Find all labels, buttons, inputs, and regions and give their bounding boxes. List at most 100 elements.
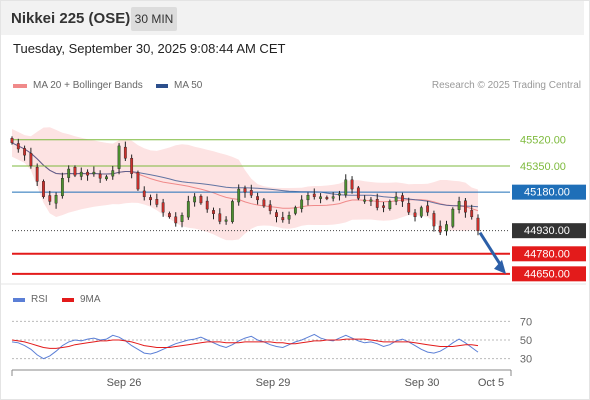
candle-body <box>180 215 184 222</box>
candle <box>218 208 222 225</box>
candle <box>186 195 190 220</box>
candle <box>149 194 152 206</box>
candle-body <box>142 190 146 197</box>
candle-body <box>369 199 373 202</box>
candle-body <box>438 225 442 233</box>
candle <box>224 216 228 225</box>
ma20-swatch <box>13 83 27 88</box>
candle-body <box>23 148 26 156</box>
candle <box>73 165 77 178</box>
candle-body <box>375 199 379 208</box>
candle-body <box>35 166 39 182</box>
candle-body <box>212 210 215 214</box>
candle-body <box>344 179 348 196</box>
candle <box>306 192 310 206</box>
candle <box>388 199 392 211</box>
support-label: 44780.00 <box>524 248 570 260</box>
candle-body <box>388 201 392 209</box>
candle-body <box>243 188 247 193</box>
resistance-label: 45350.00 <box>520 161 566 173</box>
candle <box>35 163 39 186</box>
candle <box>136 170 140 191</box>
candle <box>262 198 266 208</box>
candle <box>281 211 285 223</box>
rsi-tick-label: 50 <box>520 335 532 347</box>
candle-body <box>123 146 127 159</box>
candle <box>174 212 178 227</box>
candle-body <box>67 168 71 178</box>
ma20-label: MA 20 + Bollinger Bands <box>33 80 143 91</box>
candle <box>438 220 442 235</box>
candle-body <box>149 197 152 201</box>
candle <box>268 200 272 215</box>
last-price-label: 44930.00 <box>524 225 570 237</box>
candle-body <box>199 195 203 204</box>
candle-body <box>105 176 108 180</box>
candle <box>105 174 108 181</box>
candle-body <box>218 213 222 222</box>
candle <box>92 166 96 177</box>
candle-body <box>48 195 52 202</box>
candle <box>205 196 209 213</box>
candle-body <box>10 138 14 144</box>
candle-body <box>136 172 140 190</box>
candle-body <box>338 193 341 196</box>
candle-body <box>306 195 310 201</box>
rsi-line <box>11 333 479 360</box>
candle-body <box>86 171 89 176</box>
bollinger-band <box>12 127 478 241</box>
x-tick-label: Oct 5 <box>478 377 504 389</box>
candle <box>237 184 241 206</box>
rsi-9ma-line <box>11 338 479 349</box>
candle <box>155 193 159 208</box>
candle <box>123 141 127 162</box>
candle-body <box>363 199 367 202</box>
candle-body <box>98 173 102 179</box>
candle <box>457 196 461 214</box>
support-label-box <box>512 266 586 282</box>
candle <box>117 143 121 175</box>
candle <box>231 199 234 224</box>
candle-body <box>394 196 398 202</box>
candle <box>369 197 373 207</box>
candle <box>193 193 197 207</box>
ma50-label: MA 50 <box>174 80 203 91</box>
candle <box>67 165 71 183</box>
candle-body <box>451 208 455 227</box>
candle-body <box>281 217 285 221</box>
rsi-swatch <box>13 297 25 302</box>
candle <box>168 211 171 219</box>
candle <box>256 192 259 205</box>
candle-body <box>249 190 253 196</box>
candle <box>338 190 341 201</box>
last-price-box <box>512 223 586 239</box>
candle <box>470 204 474 220</box>
candle-body <box>161 202 165 213</box>
candle-body <box>193 196 197 203</box>
candle-body <box>130 158 134 174</box>
candle-body <box>426 205 430 213</box>
candle <box>432 210 436 232</box>
candle-body <box>111 170 115 177</box>
legend-ma20-bb: MA 20 + Bollinger Bands <box>13 80 143 91</box>
candle <box>180 212 184 228</box>
candle-body <box>16 143 20 150</box>
candle-body <box>293 207 297 214</box>
candle-body <box>42 181 45 197</box>
candle-body <box>256 196 259 201</box>
candle-body <box>262 199 266 207</box>
resistance-label: 45520.00 <box>520 135 566 147</box>
candle-body <box>407 203 411 213</box>
candle <box>325 195 329 201</box>
candle <box>16 138 20 153</box>
candle <box>79 167 83 181</box>
candle <box>86 169 89 181</box>
candle-body <box>457 201 461 210</box>
ma50-swatch <box>156 83 168 88</box>
candle <box>111 165 115 180</box>
candle-body <box>413 212 417 218</box>
timeframe-button[interactable]: 30 MIN <box>131 7 177 31</box>
instrument-title: Nikkei 225 (OSE) <box>11 10 131 27</box>
candle-body <box>319 196 322 199</box>
candle-body <box>60 178 64 197</box>
